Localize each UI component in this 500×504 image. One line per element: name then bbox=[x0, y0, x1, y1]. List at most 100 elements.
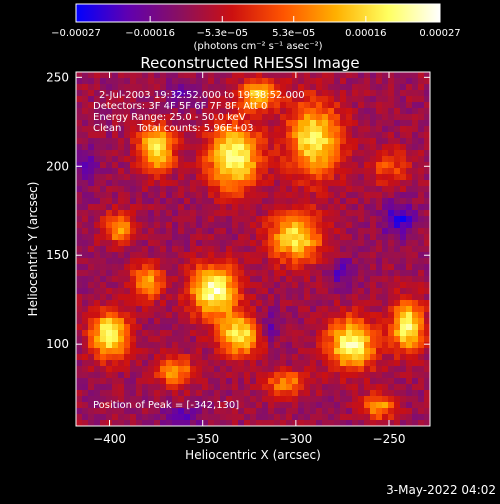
heatmap-cell bbox=[136, 222, 143, 229]
heatmap-cell bbox=[400, 138, 407, 145]
heatmap-cell bbox=[88, 324, 95, 331]
heatmap-cell bbox=[238, 120, 245, 127]
heatmap-cell bbox=[364, 342, 371, 349]
heatmap-cell bbox=[274, 120, 281, 127]
heatmap-cell bbox=[310, 138, 317, 145]
heatmap-cell bbox=[220, 342, 227, 349]
heatmap-cell bbox=[160, 84, 167, 91]
heatmap-cell bbox=[118, 378, 125, 385]
heatmap-cell bbox=[346, 420, 353, 427]
heatmap-cell bbox=[352, 372, 359, 379]
heatmap-cell bbox=[268, 402, 275, 409]
heatmap-cell bbox=[178, 342, 185, 349]
heatmap-cell bbox=[298, 294, 305, 301]
heatmap-cell bbox=[418, 324, 425, 331]
heatmap-cell bbox=[256, 348, 263, 355]
heatmap-cell bbox=[166, 378, 173, 385]
heatmap-cell bbox=[226, 192, 233, 199]
heatmap-cell bbox=[214, 408, 221, 415]
heatmap-cell bbox=[244, 234, 251, 241]
heatmap-cell bbox=[256, 330, 263, 337]
heatmap-cell bbox=[406, 138, 413, 145]
heatmap-cell bbox=[262, 210, 269, 217]
heatmap-cell bbox=[370, 186, 377, 193]
heatmap-cell bbox=[172, 390, 179, 397]
heatmap-cell bbox=[136, 282, 143, 289]
heatmap-cell bbox=[280, 162, 287, 169]
heatmap-cell bbox=[298, 354, 305, 361]
heatmap-cell bbox=[106, 222, 113, 229]
heatmap-cell bbox=[394, 342, 401, 349]
heatmap-cell bbox=[94, 282, 101, 289]
heatmap-cell bbox=[412, 204, 419, 211]
heatmap-cell bbox=[268, 216, 275, 223]
heatmap-cell bbox=[346, 90, 353, 97]
heatmap-cell bbox=[310, 396, 317, 403]
heatmap-cell bbox=[298, 192, 305, 199]
heatmap-cell bbox=[238, 276, 245, 283]
heatmap-cell bbox=[274, 270, 281, 277]
heatmap-cell bbox=[160, 390, 167, 397]
heatmap-cell bbox=[418, 234, 425, 241]
heatmap-cell bbox=[418, 276, 425, 283]
heatmap-cell bbox=[118, 234, 125, 241]
heatmap-cell bbox=[88, 216, 95, 223]
heatmap-cell bbox=[118, 318, 125, 325]
heatmap-cell bbox=[238, 378, 245, 385]
heatmap-cell bbox=[100, 318, 107, 325]
heatmap-cell bbox=[286, 252, 293, 259]
heatmap-cell bbox=[280, 306, 287, 313]
heatmap-cell bbox=[340, 162, 347, 169]
heatmap-cell bbox=[412, 414, 419, 421]
heatmap-cell bbox=[250, 192, 257, 199]
heatmap-cell bbox=[346, 408, 353, 415]
heatmap-cell bbox=[250, 348, 257, 355]
heatmap-cell bbox=[358, 264, 365, 271]
heatmap-cell bbox=[232, 378, 239, 385]
heatmap-cell bbox=[250, 324, 257, 331]
heatmap-cell bbox=[346, 360, 353, 367]
heatmap-cell bbox=[328, 186, 335, 193]
heatmap-cell bbox=[94, 402, 101, 409]
heatmap-cell bbox=[208, 252, 215, 259]
heatmap-cell bbox=[184, 312, 191, 319]
heatmap-cell bbox=[364, 348, 371, 355]
heatmap-cell bbox=[106, 168, 113, 175]
heatmap-cell bbox=[268, 270, 275, 277]
heatmap-cell bbox=[166, 198, 173, 205]
heatmap-cell bbox=[292, 312, 299, 319]
heatmap-cell bbox=[316, 336, 323, 343]
heatmap-cell bbox=[292, 162, 299, 169]
heatmap-cell bbox=[406, 78, 413, 85]
heatmap-cell bbox=[256, 390, 263, 397]
heatmap-cell bbox=[244, 408, 251, 415]
heatmap-cell bbox=[298, 342, 305, 349]
heatmap-cell bbox=[202, 84, 209, 91]
heatmap-cell bbox=[244, 132, 251, 139]
heatmap-cell bbox=[76, 192, 83, 199]
heatmap-cell bbox=[124, 384, 131, 391]
heatmap-cell bbox=[376, 90, 383, 97]
heatmap-cell bbox=[202, 372, 209, 379]
heatmap-cell bbox=[376, 258, 383, 265]
heatmap-cell bbox=[322, 390, 329, 397]
heatmap-cell bbox=[352, 84, 359, 91]
heatmap-cell bbox=[238, 186, 245, 193]
heatmap-cell bbox=[112, 360, 119, 367]
heatmap-cell bbox=[322, 366, 329, 373]
heatmap-cell bbox=[112, 168, 119, 175]
heatmap-cell bbox=[250, 156, 257, 163]
heatmap-cell bbox=[304, 378, 311, 385]
heatmap-cell bbox=[202, 78, 209, 85]
annotation-block: 2-Jul-2003 19:32:52.000 to 19:38:52.000 … bbox=[93, 90, 305, 134]
heatmap-cell bbox=[298, 402, 305, 409]
heatmap-cell bbox=[292, 108, 299, 115]
heatmap-cell bbox=[154, 366, 161, 373]
heatmap-cell bbox=[100, 342, 107, 349]
heatmap-cell bbox=[298, 336, 305, 343]
heatmap-cell bbox=[148, 222, 155, 229]
heatmap-cell bbox=[334, 336, 341, 343]
heatmap-cell bbox=[178, 174, 185, 181]
heatmap-cell bbox=[202, 276, 209, 283]
heatmap-cell bbox=[112, 306, 119, 313]
